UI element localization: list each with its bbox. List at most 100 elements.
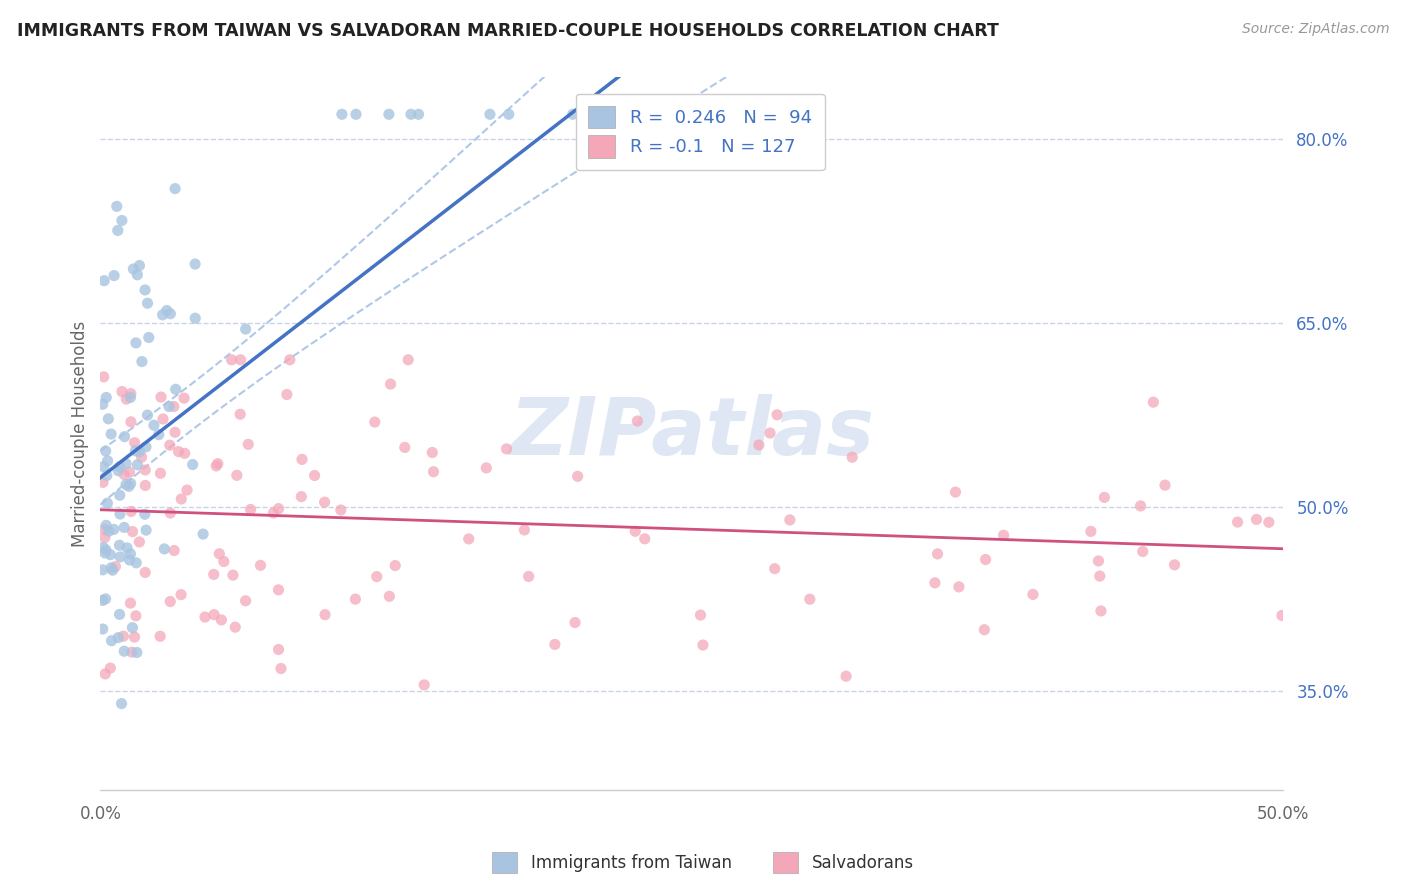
Point bbox=[205, 458, 228, 473]
Point bbox=[184, 311, 207, 326]
Point bbox=[135, 440, 157, 454]
Point bbox=[314, 607, 336, 622]
Point bbox=[93, 523, 115, 537]
Point bbox=[159, 506, 181, 520]
Point bbox=[96, 496, 118, 510]
Point bbox=[120, 504, 142, 518]
Point bbox=[599, 107, 621, 121]
Point bbox=[799, 592, 821, 607]
Point bbox=[314, 495, 336, 509]
Point bbox=[120, 386, 142, 401]
Point bbox=[118, 479, 141, 493]
Point bbox=[115, 541, 138, 555]
Point bbox=[94, 543, 117, 558]
Point bbox=[513, 523, 536, 537]
Point bbox=[125, 335, 148, 350]
Point bbox=[413, 678, 436, 692]
Point bbox=[108, 507, 131, 521]
Point bbox=[112, 520, 135, 534]
Point bbox=[689, 608, 711, 623]
Point bbox=[267, 582, 290, 597]
Point bbox=[235, 322, 257, 336]
Point bbox=[115, 477, 138, 491]
Text: ZIPatlas: ZIPatlas bbox=[509, 394, 875, 473]
Point bbox=[276, 387, 298, 401]
Point bbox=[290, 490, 312, 504]
Point bbox=[344, 107, 367, 121]
Point bbox=[748, 438, 770, 452]
Point bbox=[278, 352, 301, 367]
Point bbox=[384, 558, 406, 573]
Point bbox=[120, 476, 142, 491]
Text: IMMIGRANTS FROM TAIWAN VS SALVADORAN MARRIED-COUPLE HOUSEHOLDS CORRELATION CHART: IMMIGRANTS FROM TAIWAN VS SALVADORAN MAR… bbox=[17, 22, 998, 40]
Point bbox=[364, 415, 387, 429]
Point bbox=[544, 637, 567, 651]
Point bbox=[157, 400, 180, 414]
Point bbox=[96, 391, 118, 405]
Point bbox=[115, 392, 138, 406]
Point bbox=[170, 588, 193, 602]
Point bbox=[159, 438, 181, 452]
Point bbox=[131, 450, 153, 465]
Point bbox=[112, 644, 135, 658]
Point bbox=[692, 638, 714, 652]
Point bbox=[149, 467, 172, 481]
Point bbox=[124, 435, 146, 450]
Point bbox=[121, 524, 143, 539]
Point bbox=[150, 390, 173, 404]
Point bbox=[124, 630, 146, 644]
Point bbox=[329, 503, 352, 517]
Point bbox=[759, 425, 782, 440]
Point bbox=[948, 580, 970, 594]
Point bbox=[1087, 554, 1109, 568]
Point bbox=[408, 107, 430, 121]
Point bbox=[127, 458, 149, 472]
Point bbox=[671, 107, 693, 121]
Point bbox=[115, 457, 138, 471]
Point bbox=[1246, 512, 1268, 526]
Point bbox=[181, 458, 204, 472]
Point bbox=[993, 528, 1015, 542]
Point bbox=[121, 645, 143, 659]
Point bbox=[378, 589, 401, 603]
Point bbox=[159, 307, 181, 321]
Point bbox=[724, 107, 747, 121]
Point bbox=[624, 524, 647, 539]
Point bbox=[111, 384, 134, 399]
Point bbox=[136, 296, 159, 310]
Point bbox=[91, 593, 114, 607]
Point bbox=[267, 642, 290, 657]
Point bbox=[127, 268, 149, 282]
Point bbox=[420, 445, 443, 459]
Point bbox=[91, 541, 114, 555]
Point bbox=[100, 633, 122, 648]
Point bbox=[267, 501, 290, 516]
Point bbox=[105, 199, 128, 213]
Point bbox=[1132, 544, 1154, 558]
Point bbox=[108, 488, 131, 502]
Point bbox=[134, 463, 156, 477]
Point bbox=[239, 502, 262, 516]
Point bbox=[107, 464, 129, 478]
Point bbox=[98, 661, 121, 675]
Point bbox=[91, 563, 114, 577]
Point bbox=[94, 531, 117, 545]
Point bbox=[841, 450, 863, 465]
Point bbox=[101, 563, 124, 577]
Point bbox=[93, 459, 115, 474]
Point bbox=[1080, 524, 1102, 539]
Point bbox=[134, 478, 156, 492]
Point bbox=[176, 483, 198, 497]
Point bbox=[835, 669, 858, 683]
Point bbox=[270, 661, 292, 675]
Point bbox=[229, 352, 252, 367]
Point bbox=[1257, 515, 1279, 529]
Point bbox=[96, 468, 118, 483]
Point bbox=[924, 575, 946, 590]
Point bbox=[173, 391, 195, 405]
Point bbox=[103, 268, 125, 283]
Point bbox=[94, 444, 117, 458]
Point bbox=[94, 667, 117, 681]
Point bbox=[108, 607, 131, 622]
Point bbox=[366, 569, 388, 583]
